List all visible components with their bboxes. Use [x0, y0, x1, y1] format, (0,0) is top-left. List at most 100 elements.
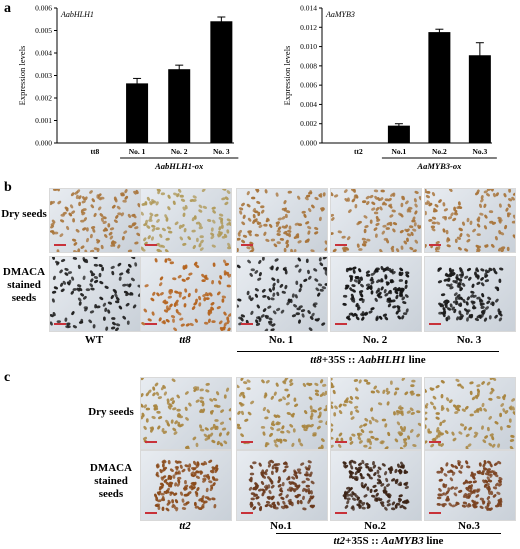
scale-bar: [335, 512, 347, 514]
scale-bar: [145, 323, 157, 325]
dry-seed-photo-b-5: [424, 188, 516, 253]
x-tick-label: No. 3: [213, 147, 230, 156]
column-label-b-2: tt8: [179, 334, 191, 346]
x-tick-label: tt2: [354, 147, 363, 156]
scale-bar: [241, 441, 253, 443]
stained-seed-photo-b-1: [49, 256, 141, 332]
group-label-b-construct: +35S ::: [321, 354, 359, 366]
column-label-b-4: No. 2: [362, 334, 388, 346]
y-tick-label: 0.004: [300, 100, 317, 109]
x-tick-label: No.3: [472, 147, 487, 156]
scale-bar: [429, 512, 441, 514]
y-tick-label: 0.012: [300, 23, 317, 32]
scale-bar: [145, 441, 157, 443]
y-tick-label: 0.000: [300, 139, 317, 148]
dry-seed-photo-c-2: [236, 377, 328, 450]
scale-bar: [54, 244, 66, 246]
y-tick-label: 0.005: [35, 26, 52, 35]
scale-bar: [429, 441, 441, 443]
group-label: AabHLH1-ox: [154, 161, 204, 171]
panel-label-b: b: [4, 180, 12, 195]
bar: [210, 21, 233, 143]
panel-label-a: a: [4, 1, 11, 16]
y-tick-label: 0.001: [35, 116, 52, 125]
scale-bar: [241, 512, 253, 514]
scale-bar: [335, 244, 347, 246]
row-label-dry-seeds-c: Dry seeds: [88, 406, 134, 418]
column-label-b-5: No. 3: [456, 334, 482, 346]
row-label-dmaca-c: DMACA stained seeds: [89, 462, 133, 500]
chart-title: AabHLH1: [60, 10, 94, 19]
chart-aabhlh1: 0.000 0.001 0.002 0.003 0.004 0.005 0.006 Expre…: [17, 4, 239, 171]
x-tick-label: No.2: [432, 147, 447, 156]
scale-bar: [54, 323, 66, 325]
y-tick-label: 0.014: [300, 4, 317, 13]
panel-label-c: c: [4, 370, 11, 385]
dry-seed-photo-c-3: [330, 377, 422, 450]
scale-bar: [429, 244, 441, 246]
dry-seed-photo-b-2: [140, 188, 232, 253]
column-label-c-1: tt2: [179, 520, 191, 532]
dry-seed-photo-b-1: [49, 188, 141, 253]
group-label-c-construct: +35S ::: [345, 535, 382, 547]
stained-seed-photo-c-1: [140, 450, 232, 521]
x-tick-label: tt8: [91, 147, 100, 156]
chart-aamyb3: 0.000 0.002 0.004 0.006 0.008 0.010 0.012 0.014…: [282, 4, 497, 171]
bar-charts: 0.000 0.001 0.002 0.003 0.004 0.005 0.006 Expre…: [17, 4, 497, 171]
bar: [168, 69, 191, 143]
y-tick-label: 0.010: [300, 42, 317, 51]
scale-bar: [241, 323, 253, 325]
dry-seed-photo-c-4: [424, 377, 516, 450]
stained-seed-photo-b-3: [236, 256, 328, 332]
scale-bar: [145, 512, 157, 514]
x-tick-label: No.1: [392, 147, 407, 156]
group-label-c: tt2+35S :: AaMYB3 line: [276, 535, 501, 547]
y-tick-label: 0.004: [35, 49, 52, 58]
stained-seed-photo-c-2: [236, 450, 328, 521]
y-tick-label: 0.000: [35, 139, 52, 148]
stained-seed-photo-c-4: [424, 450, 516, 521]
group-line-c: [276, 533, 501, 534]
y-tick-label: 0.002: [35, 94, 52, 103]
scale-bar: [145, 244, 157, 246]
bar: [428, 32, 451, 143]
y-axis-label: Expression levels: [282, 46, 292, 106]
stained-seed-photo-b-4: [330, 256, 422, 332]
scale-bar: [335, 441, 347, 443]
group-label-b: tt8+35S :: AabHLH1 line: [237, 354, 499, 366]
column-label-b-3: No. 1: [268, 334, 294, 346]
column-label-b-1: WT: [84, 334, 104, 346]
row-label-dry-seeds-b: Dry seeds: [1, 208, 47, 220]
group-label-c-strain: tt2: [333, 535, 346, 547]
bar: [468, 55, 491, 143]
column-label-c-2: No.1: [270, 520, 292, 532]
dry-seed-photo-c-1: [140, 377, 232, 450]
x-tick-label: No. 1: [129, 147, 146, 156]
y-tick-label: 0.002: [300, 119, 317, 128]
column-label-c-3: No.2: [364, 520, 386, 532]
x-tick-label: No. 2: [171, 147, 188, 156]
bar: [387, 125, 410, 143]
group-label-b-strain: tt8: [310, 354, 322, 366]
scale-bar: [335, 323, 347, 325]
stained-seed-photo-b-5: [424, 256, 516, 332]
y-axis-label: Expression levels: [17, 46, 27, 106]
group-label: AaMYB3-ox: [416, 161, 462, 171]
y-tick-label: 0.006: [300, 81, 317, 90]
group-label-b-suffix: line: [405, 354, 426, 366]
dry-seed-photo-b-4: [330, 188, 422, 253]
scale-bar: [241, 244, 253, 246]
y-tick-label: 0.003: [35, 71, 52, 80]
dry-seed-photo-b-3: [236, 188, 328, 253]
row-label-dmaca-b: DMACA stained seeds: [2, 266, 46, 304]
scale-bar: [429, 323, 441, 325]
group-line-b: [237, 351, 499, 352]
group-label-c-suffix: line: [423, 535, 444, 547]
stained-seed-photo-b-2: [140, 256, 232, 332]
group-label-b-gene: AabHLH1: [358, 354, 406, 366]
y-tick-label: 0.006: [35, 4, 52, 13]
chart-title: AaMYB3: [325, 10, 355, 19]
group-label-c-gene: AaMYB3: [381, 535, 424, 547]
stained-seed-photo-c-3: [330, 450, 422, 521]
column-label-c-4: No.3: [458, 520, 480, 532]
